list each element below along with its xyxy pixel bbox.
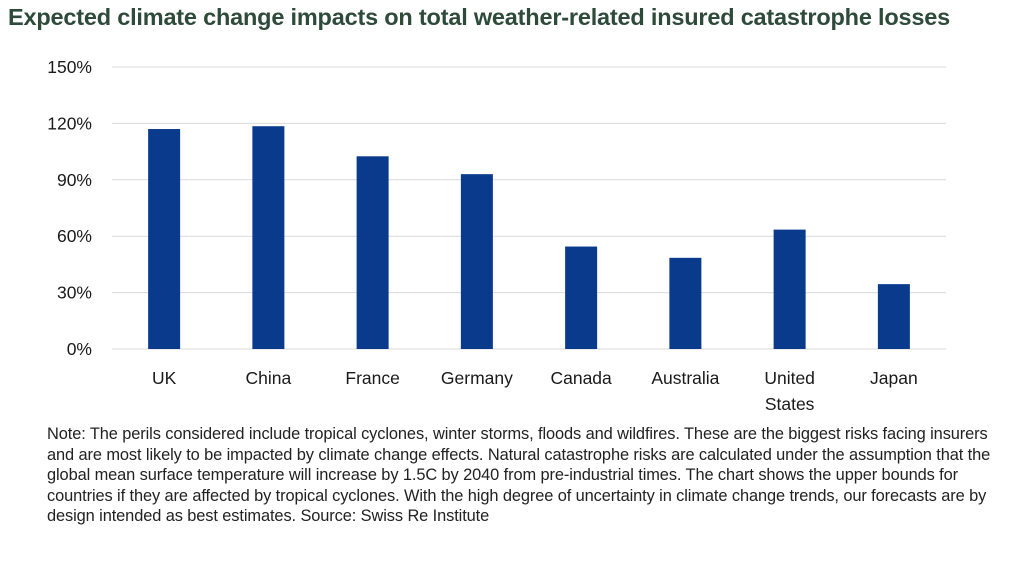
- bar: [565, 246, 598, 349]
- y-tick-label: 90%: [57, 170, 92, 190]
- x-tick-label-line: Germany: [441, 368, 513, 388]
- chart-note: Note: The perils considered include trop…: [47, 425, 991, 526]
- x-tick-label: Germany: [441, 368, 513, 388]
- y-tick-label: 120%: [47, 113, 92, 133]
- bar: [252, 126, 285, 349]
- bar: [356, 156, 389, 349]
- x-tick-label-line: France: [345, 368, 399, 388]
- bar: [773, 229, 806, 349]
- bar: [877, 284, 910, 349]
- x-tick-label: China: [246, 368, 292, 388]
- x-tick-label-line: Japan: [870, 368, 918, 388]
- x-tick-label-line: States: [765, 394, 815, 414]
- x-tick-label-line: Canada: [550, 368, 612, 388]
- y-tick-label: 30%: [57, 283, 92, 303]
- x-tick-label: Australia: [651, 368, 719, 388]
- x-tick-label: Canada: [550, 368, 612, 388]
- x-tick-label: Japan: [870, 368, 918, 388]
- y-tick-label: 0%: [67, 339, 92, 359]
- bar-chart: 0% 30% 60% 90% 120% 150% UK China France Germany C…: [47, 57, 946, 414]
- x-tick-label: United States: [764, 368, 815, 414]
- y-tick-label: 150%: [47, 57, 92, 77]
- x-tick-label-line: United: [764, 368, 815, 388]
- x-tick-label-line: Australia: [651, 368, 719, 388]
- x-tick-label: UK: [152, 368, 177, 388]
- x-tick-label-line: China: [246, 368, 292, 388]
- x-tick-label-line: UK: [152, 368, 177, 388]
- x-tick-label: France: [345, 368, 399, 388]
- bar: [148, 129, 181, 349]
- bar: [460, 174, 493, 349]
- bar: [669, 257, 702, 349]
- y-tick-label: 60%: [57, 226, 92, 246]
- chart-title: Expected climate change impacts on total…: [8, 4, 950, 30]
